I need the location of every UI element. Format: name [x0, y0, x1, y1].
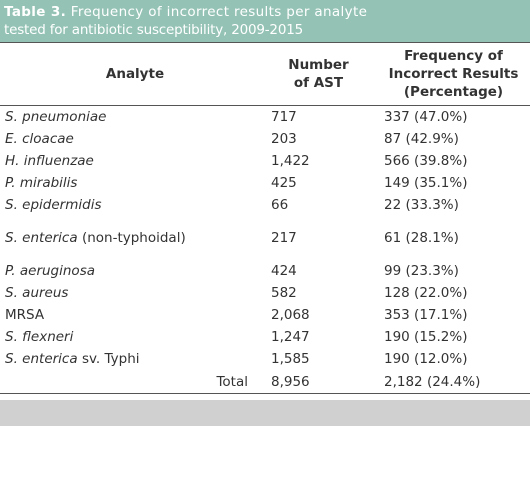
number-cell: 2,068: [271, 307, 310, 323]
analyte-cell: H. influenzae: [5, 153, 94, 169]
analyte-cell: MRSA: [5, 307, 45, 323]
number-cell: 424: [271, 263, 297, 279]
footer-band: [0, 400, 530, 426]
analyte-cell: P. aeruginosa: [5, 263, 96, 279]
total-number: 8,956: [260, 370, 377, 394]
frequency-cell: 566 (39.8%): [384, 153, 468, 169]
header-frequency: Frequency of Incorrect Results (Percenta…: [377, 42, 530, 106]
frequency-cell: 337 (47.0%): [384, 109, 468, 125]
number-cell: 203: [271, 131, 297, 147]
frequency-cell: 353 (17.1%): [384, 307, 468, 323]
number-cell: 425: [271, 175, 297, 191]
table-row: S. enterica sv. Typhi 1,585 190 (12.0%): [0, 348, 530, 370]
frequency-cell: 22 (33.3%): [384, 197, 459, 213]
frequency-cell: 99 (23.3%): [384, 263, 459, 279]
number-cell: 582: [271, 285, 297, 301]
header-number-line2: of AST: [293, 75, 344, 91]
caption-line1: Frequency of incorrect results per analy…: [70, 4, 368, 20]
table-row: E. cloacae 203 87 (42.9%): [0, 128, 530, 150]
header-freq-line1: Frequency of: [404, 48, 503, 64]
header-freq-line3: (Percentage): [403, 84, 504, 100]
header-freq-line2: Incorrect Results: [388, 66, 519, 82]
header-analyte: Analyte: [0, 42, 260, 106]
table-row: P. mirabilis 425 149 (35.1%): [0, 172, 530, 194]
total-label: Total: [0, 370, 260, 394]
table-row: MRSA 2,068 353 (17.1%): [0, 304, 530, 326]
table-row: S. pneumoniae 717 337 (47.0%): [0, 106, 530, 129]
table-row: S. epidermidis 66 22 (33.3%): [0, 194, 530, 216]
analyte-cell: S. pneumoniae: [5, 109, 107, 125]
frequency-cell: 149 (35.1%): [384, 175, 468, 191]
frequency-cell: 128 (22.0%): [384, 285, 468, 301]
number-cell: 1,422: [271, 153, 310, 169]
ast-table: Analyte Number of AST Frequency of Incor…: [0, 42, 530, 394]
analyte-cell: S. epidermidis: [5, 197, 102, 213]
table-row: S. flexneri 1,247 190 (15.2%): [0, 326, 530, 348]
frequency-cell: 190 (15.2%): [384, 329, 468, 345]
table-row: S. enterica (non-typhoidal) 217 61 (28.1…: [0, 216, 530, 260]
table-caption: Table 3. Frequency of incorrect results …: [0, 0, 530, 42]
frequency-cell: 87 (42.9%): [384, 131, 459, 147]
number-cell: 717: [271, 109, 297, 125]
table-row: P. aeruginosa 424 99 (23.3%): [0, 260, 530, 282]
analyte-cell: S. enterica (non-typhoidal): [5, 230, 186, 246]
header-number-of-ast: Number of AST: [260, 42, 377, 106]
total-frequency: 2,182 (24.4%): [377, 370, 530, 394]
frequency-cell: 61 (28.1%): [384, 230, 459, 246]
header-number-line1: Number: [288, 57, 349, 73]
total-row: Total 8,956 2,182 (24.4%): [0, 370, 530, 394]
caption-label: Table 3.: [4, 4, 67, 20]
caption-line2: tested for antibiotic susceptibility, 20…: [4, 22, 303, 38]
analyte-cell: S. enterica sv. Typhi: [5, 351, 140, 367]
analyte-cell: S. flexneri: [5, 329, 74, 345]
analyte-cell: E. cloacae: [5, 131, 74, 147]
number-cell: 1,247: [271, 329, 310, 345]
table-row: S. aureus 582 128 (22.0%): [0, 282, 530, 304]
header-row: Analyte Number of AST Frequency of Incor…: [0, 42, 530, 106]
frequency-cell: 190 (12.0%): [384, 351, 468, 367]
table-row: H. influenzae 1,422 566 (39.8%): [0, 150, 530, 172]
number-cell: 66: [271, 197, 289, 213]
analyte-cell: S. aureus: [5, 285, 69, 301]
number-cell: 217: [271, 230, 297, 246]
number-cell: 1,585: [271, 351, 310, 367]
analyte-cell: P. mirabilis: [5, 175, 78, 191]
